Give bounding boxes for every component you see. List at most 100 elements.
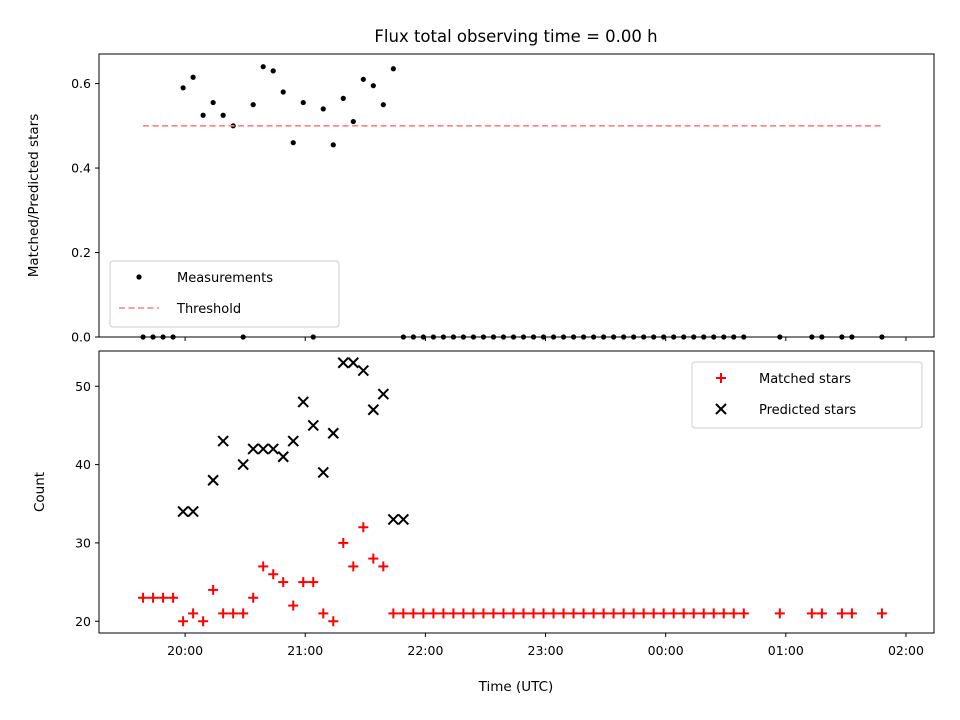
- measurements-point: [190, 74, 196, 80]
- matched-stars-point: [806, 608, 817, 619]
- measurements-point: [580, 334, 587, 340]
- matched-stars-point: [498, 608, 509, 619]
- matched-stars-point: [518, 608, 529, 619]
- predicted-stars-stroke: [297, 396, 309, 408]
- matched-stars-point: [328, 616, 339, 627]
- matched-stars-point: [208, 584, 219, 595]
- predicted-stars-point: [297, 396, 309, 408]
- matched-stars-point: [548, 608, 559, 619]
- x-tick-label: 22:00: [407, 643, 443, 658]
- predicted-stars-stroke: [347, 357, 360, 369]
- measurements-point: [777, 334, 783, 340]
- predicted-stars-point: [347, 357, 360, 369]
- measurements-point: [741, 334, 747, 340]
- matched-stars-point: [876, 608, 887, 619]
- measurements-point: [681, 334, 687, 340]
- measurements-point: [879, 334, 885, 340]
- matched-stars-point: [648, 608, 659, 619]
- predicted-stars-stroke: [397, 513, 410, 526]
- matched-stars-point: [178, 616, 189, 627]
- matched-stars-point: [528, 608, 539, 619]
- predicted-stars-point: [217, 435, 229, 447]
- measurements-point: [270, 68, 276, 74]
- matched-stars-point: [308, 577, 319, 588]
- predicted-stars-point: [177, 505, 189, 518]
- matched-stars-point: [168, 592, 179, 603]
- matched-stars-point: [774, 608, 785, 619]
- measurements-point: [819, 334, 825, 340]
- measurements-point: [430, 334, 437, 340]
- predicted-stars-point: [337, 357, 349, 369]
- predicted-stars-stroke: [287, 435, 299, 447]
- matched-stars-point: [558, 608, 569, 619]
- measurements-point: [570, 334, 577, 340]
- plot-frame: [98, 350, 935, 634]
- measurements-point: [520, 334, 527, 340]
- matched-stars-point: [836, 608, 847, 619]
- measurements-point: [550, 334, 557, 340]
- matched-stars-point: [458, 608, 469, 619]
- matched-stars-point: [158, 592, 169, 603]
- measurements-point: [721, 334, 727, 340]
- matched-stars-point: [588, 608, 599, 619]
- predicted-stars-stroke: [267, 443, 279, 455]
- measurements-point: [150, 334, 156, 340]
- chart-title: Flux total observing time = 0.00 h: [374, 27, 657, 46]
- matched-stars-point: [568, 608, 579, 619]
- measurements-point: [611, 334, 617, 340]
- matched-stars-point: [348, 561, 359, 572]
- matched-stars-point: [478, 608, 489, 619]
- measurements-point: [661, 334, 667, 340]
- measurements-point: [350, 118, 356, 125]
- predicted-stars-legend-swatch: [715, 403, 727, 415]
- predicted-stars-point: [377, 388, 390, 400]
- measurements-point: [370, 83, 376, 89]
- measurements-point: [480, 334, 487, 340]
- matched-stars-point: [658, 608, 669, 619]
- threshold-legend-label: Threshold: [176, 302, 241, 317]
- x-tick-label: 00:00: [648, 643, 684, 658]
- matched-stars-point: [388, 608, 399, 619]
- top-panel: 0.0 0.2 0.4 0.6 Matched/Predicted stars Measu…: [26, 53, 935, 345]
- y-tick-label: 20: [75, 614, 91, 629]
- y-tick-label: 0.0: [71, 330, 91, 345]
- matched-stars-point: [638, 608, 649, 619]
- predicted-stars-legend-label: Predicted stars: [759, 403, 856, 418]
- matched-stars-point: [488, 608, 499, 619]
- measurements-legend-swatch: [136, 274, 142, 280]
- matched-stars-point: [138, 592, 149, 603]
- measurements-point: [809, 334, 815, 340]
- measurements-point: [280, 89, 286, 95]
- measurements-point: [560, 334, 567, 340]
- matched-stars-point: [608, 608, 619, 619]
- measurements-point: [460, 334, 467, 340]
- measurements-point: [400, 334, 406, 340]
- legend: Measurements Threshold: [109, 260, 340, 328]
- plot-frame: [98, 53, 935, 338]
- predicted-stars-point: [317, 466, 329, 479]
- predicted-stars-stroke: [257, 443, 269, 455]
- predicted-stars-point: [367, 404, 380, 416]
- matched-stars-point: [598, 608, 609, 619]
- measurements-point: [320, 106, 326, 112]
- x-axis-label: Time (UTC): [478, 679, 554, 695]
- predicted-stars-stroke: [317, 466, 329, 479]
- predicted-stars-stroke: [715, 403, 727, 415]
- x-tick-label: 02:00: [888, 643, 924, 658]
- y-tick-label: 50: [75, 379, 91, 394]
- matched-stars-point: [578, 608, 589, 619]
- plot-area: [140, 64, 885, 340]
- measurements-point: [631, 334, 637, 340]
- measurements-point: [440, 334, 447, 340]
- predicted-stars-point: [267, 443, 279, 455]
- predicted-stars-point: [307, 419, 319, 432]
- legend-box: [109, 260, 340, 328]
- predicted-stars-point: [327, 427, 339, 439]
- legend-box: [691, 361, 923, 429]
- measurements-legend-label: Measurements: [177, 271, 273, 286]
- measurements-point: [380, 102, 386, 108]
- x-tick-label: 23:00: [528, 643, 564, 658]
- measurements-point: [490, 334, 497, 340]
- x-tick-label: 21:00: [287, 643, 323, 658]
- predicted-stars-stroke: [357, 364, 370, 377]
